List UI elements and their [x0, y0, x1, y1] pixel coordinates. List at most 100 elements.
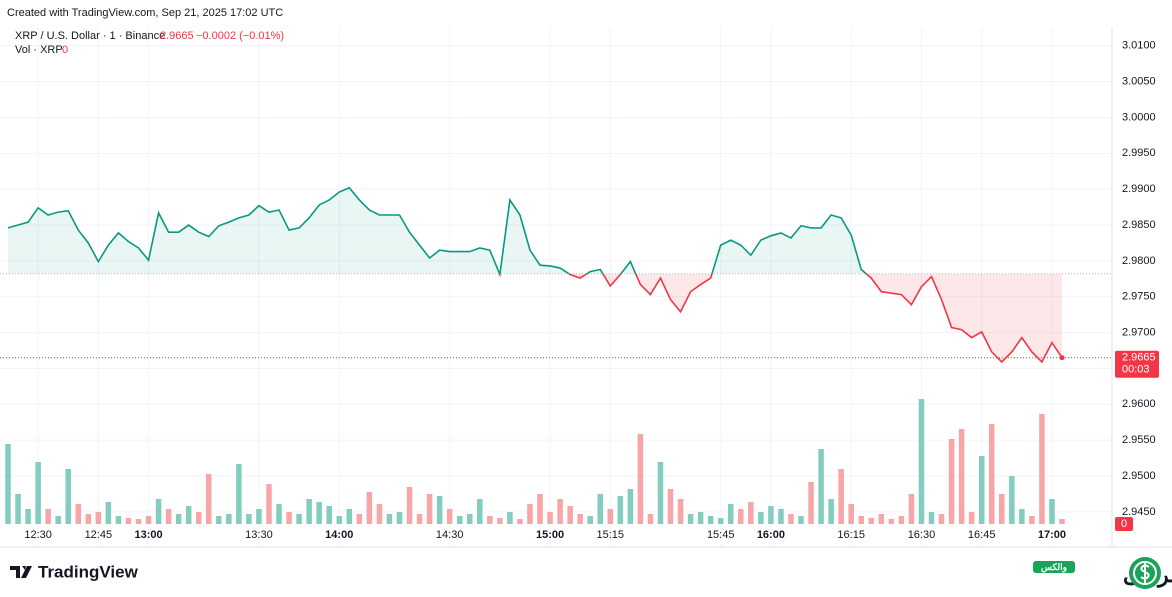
volume-bar	[788, 514, 794, 524]
volume-bar	[657, 462, 664, 524]
area-up	[8, 187, 1062, 274]
price-change: −0.0002 (−0.01%)	[196, 30, 284, 42]
volume-bar	[758, 512, 764, 524]
volume-bar	[697, 512, 704, 524]
volume-bar	[246, 514, 252, 524]
volume-bar	[607, 509, 614, 524]
volume-bar	[647, 514, 654, 524]
volume-bar	[748, 502, 754, 524]
logo-mark	[10, 566, 32, 578]
x-tick-label: 15:00	[536, 529, 564, 541]
volume-bar	[416, 514, 423, 524]
volume-bar	[466, 514, 473, 524]
volume-bar	[35, 462, 41, 524]
volume-bar	[868, 518, 875, 524]
volume-bar	[938, 514, 945, 524]
partner-logo: والکس صرافی	[1033, 557, 1172, 589]
y-tick-label: 2.9600	[1122, 398, 1156, 410]
y-tick-label: 3.0100	[1122, 40, 1156, 52]
volume-bar	[45, 509, 51, 524]
volume-bar	[105, 502, 112, 524]
volume-bar	[125, 518, 132, 524]
volume-bar	[527, 504, 533, 524]
y-tick-label: 2.9900	[1122, 183, 1156, 195]
volume-bar	[667, 489, 674, 524]
volume-bar	[336, 516, 343, 524]
volume-bar	[878, 514, 885, 524]
volume-bar	[487, 516, 493, 524]
x-tick-label: 17:00	[1038, 529, 1066, 541]
y-tick-label: 2.9550	[1122, 434, 1156, 446]
volume-bar	[627, 489, 634, 524]
y-tick-label: 3.0050	[1122, 76, 1156, 88]
y-tick-label: 2.9950	[1122, 147, 1156, 159]
plot	[0, 186, 1112, 524]
volume-bar	[115, 516, 122, 524]
volume-label: Vol · XRP	[15, 44, 63, 56]
volume-bar	[5, 444, 11, 524]
volume-bar	[296, 514, 302, 524]
brand: TradingView	[38, 562, 139, 581]
volume-bar	[175, 514, 182, 524]
volume-bar	[356, 514, 363, 524]
volume-bar	[768, 506, 774, 524]
y-tick-label: 2.9500	[1122, 470, 1156, 482]
y-tick-label: 2.9700	[1122, 327, 1156, 339]
volume-bar	[386, 514, 393, 524]
volume-bar	[25, 509, 31, 524]
volume-bar	[687, 514, 694, 524]
volume-bar	[637, 434, 644, 524]
volume-bar	[1049, 499, 1055, 524]
volume-bar	[597, 494, 604, 524]
volume-bar	[85, 514, 92, 524]
x-tick-label: 16:00	[757, 529, 785, 541]
volume-bar	[216, 516, 222, 524]
x-tick-label: 16:15	[837, 529, 865, 541]
volume-bar	[858, 516, 864, 524]
volume-bar	[236, 464, 242, 524]
partner-icon-dollar	[1140, 563, 1150, 583]
volume-bar	[195, 512, 202, 524]
x-tick-label: 12:45	[85, 529, 113, 541]
volume-bar	[908, 494, 915, 524]
volume-bar	[808, 482, 814, 524]
volume-bar	[587, 516, 593, 524]
symbol: XRP / U.S. Dollar · 1 · Binance	[15, 30, 165, 42]
volume-bar	[155, 499, 162, 524]
volume-bar	[15, 494, 21, 524]
volume-bar	[75, 504, 82, 524]
y-tick-label: 2.9800	[1122, 255, 1156, 267]
volume-bar	[948, 439, 955, 524]
area-down	[499, 273, 1062, 362]
x-tick-label: 14:30	[436, 529, 464, 541]
volume-bar	[55, 516, 61, 524]
volume-bar	[677, 499, 684, 524]
volume-tick-label: 0	[1121, 518, 1127, 530]
volume-bar	[848, 504, 854, 524]
volume-bar	[306, 499, 312, 524]
x-tick-label: 16:30	[908, 529, 936, 541]
volume-bar	[738, 509, 744, 524]
volume-bar	[456, 516, 463, 524]
volume-bar	[95, 512, 102, 524]
volume-bar	[256, 509, 262, 524]
volume-bar	[426, 494, 433, 524]
countdown: 00:03	[1122, 364, 1150, 376]
volume-bar	[727, 504, 734, 524]
volume-bar	[436, 496, 443, 524]
volume-bar	[888, 519, 895, 524]
axes: 2.94502.95002.95502.96002.96502.97002.97…	[0, 40, 1159, 541]
volume-bar	[717, 518, 724, 524]
volume-bar	[537, 494, 543, 524]
partner-tag: والکس	[1041, 562, 1067, 573]
volume-bar	[547, 512, 553, 524]
volume-bar	[507, 512, 513, 524]
y-tick-label: 3.0000	[1122, 111, 1156, 123]
last-price-box	[1115, 350, 1159, 378]
x-tick-label: 12:30	[24, 529, 52, 541]
y-tick-label: 2.9450	[1122, 506, 1156, 518]
volume-bar	[145, 516, 152, 524]
volume-bar	[1039, 414, 1045, 524]
x-tick-label: 15:45	[707, 529, 735, 541]
